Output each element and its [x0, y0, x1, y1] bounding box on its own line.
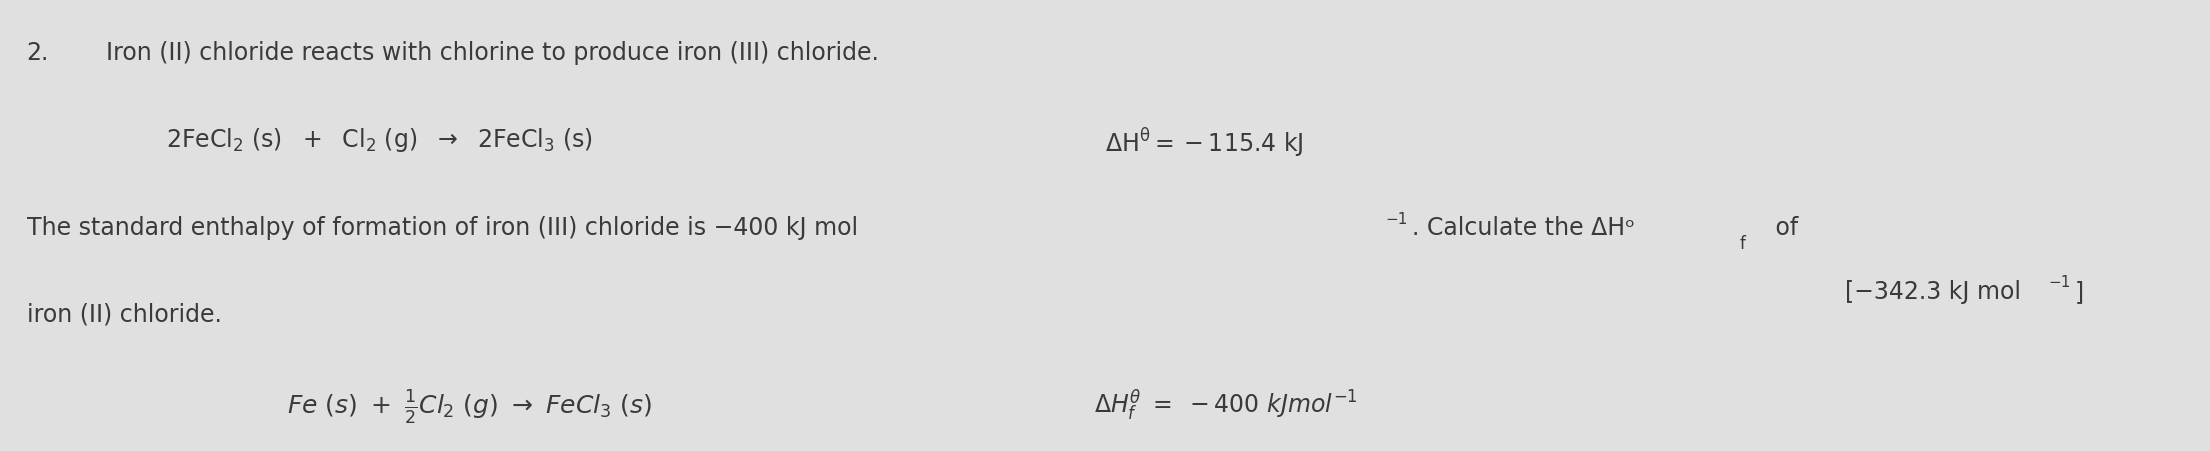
Text: iron (II) chloride.: iron (II) chloride. — [27, 302, 221, 326]
Text: . Calculate the ΔHᵒ: . Calculate the ΔHᵒ — [1412, 216, 1635, 240]
Text: Iron (II) chloride reacts with chlorine to produce iron (III) chloride.: Iron (II) chloride reacts with chlorine … — [106, 41, 880, 64]
Text: of: of — [1768, 216, 1799, 240]
Text: −1: −1 — [2049, 275, 2071, 290]
Text: −1: −1 — [1386, 212, 1408, 227]
Text: [−342.3 kJ mol: [−342.3 kJ mol — [1845, 280, 2022, 304]
Text: 2.: 2. — [27, 41, 49, 64]
Text: $\mathregular{\Delta H^{\theta} = -115.4\ kJ}$: $\mathregular{\Delta H^{\theta} = -115.4… — [1105, 126, 1304, 160]
Text: $\mathregular{2FeCl_2\ (s)\ \ +\ \ Cl_2\ (g)\ \ \rightarrow\ \ 2FeCl_3\ (s)}$: $\mathregular{2FeCl_2\ (s)\ \ +\ \ Cl_2\… — [166, 126, 592, 154]
Text: ]: ] — [2075, 280, 2084, 304]
Text: $\mathit{\Delta H^{\theta}_{f}\ =\ -400\ kJmol^{-1}}$: $\mathit{\Delta H^{\theta}_{f}\ =\ -400\… — [1094, 388, 1357, 423]
Text: $\mathit{Fe\ (s)\ +\ \frac{1}{2}Cl_2\ (g)\ \rightarrow\ FeCl_3\ (s)}$: $\mathit{Fe\ (s)\ +\ \frac{1}{2}Cl_2\ (g… — [287, 388, 652, 426]
Text: f: f — [1739, 235, 1746, 253]
Text: The standard enthalpy of formation of iron (III) chloride is −400 kJ mol: The standard enthalpy of formation of ir… — [27, 216, 857, 240]
